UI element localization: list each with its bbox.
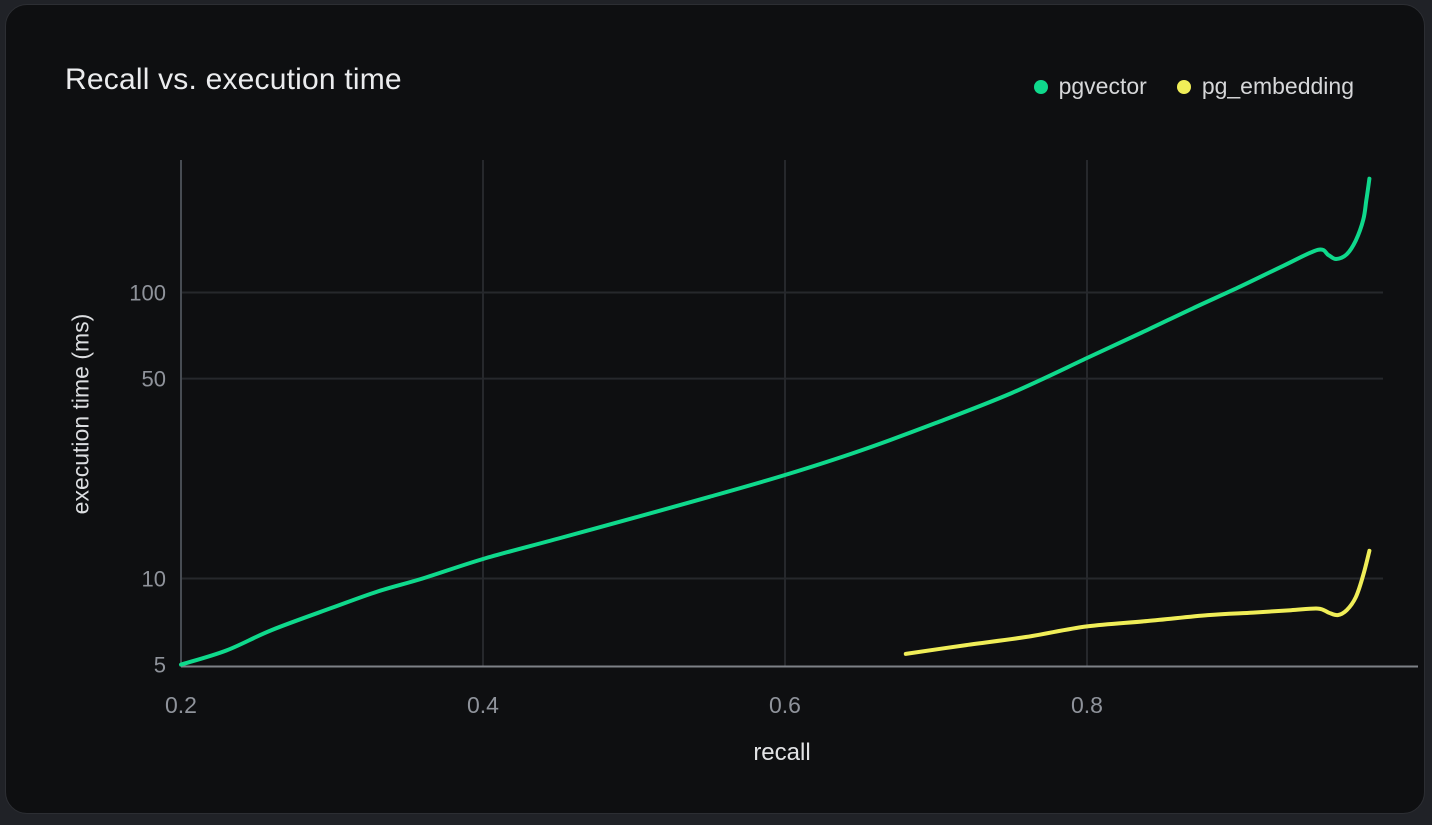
y-tick-label: 10 xyxy=(142,567,166,592)
x-axis-title: recall xyxy=(682,739,882,767)
y-tick-label: 50 xyxy=(142,367,166,392)
series-line-pg_embedding xyxy=(906,551,1370,654)
y-tick-label: 100 xyxy=(129,281,166,306)
y-tick-label: 5 xyxy=(154,653,166,678)
x-tick-label: 0.6 xyxy=(769,692,801,718)
series-line-pgvector xyxy=(181,179,1369,665)
x-tick-label: 0.8 xyxy=(1071,692,1103,718)
chart-plot-area: 100 50 10 5 0.2 0.4 0.6 0.8 xyxy=(6,5,1432,825)
y-axis-title: execution time (ms) xyxy=(68,314,95,515)
x-tick-label: 0.2 xyxy=(165,692,197,718)
x-tick-label: 0.4 xyxy=(467,692,499,718)
